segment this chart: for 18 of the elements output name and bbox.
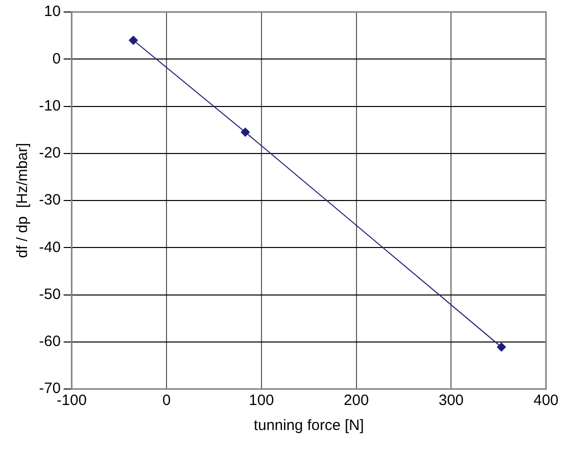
y-tick-label: -30 [38,192,61,209]
point [240,128,250,137]
y-tick-label: -40 [38,238,61,256]
x-tick-label: 0 [162,392,171,410]
y-tick-label: -60 [38,333,61,350]
x-tick-label: 200 [344,392,369,410]
y-tick-label: -10 [38,97,61,114]
x-tick-label: 400 [533,392,559,410]
y-tick-label: 10 [44,3,61,20]
x-tick-label: 100 [248,392,274,410]
point [128,36,138,45]
y-tick-label: 0 [52,50,61,68]
y-tick-label: -50 [38,286,61,303]
x-tick-label: 300 [438,392,464,410]
y-tick-label: -20 [38,144,61,162]
y-axis-title: df / dp [Hz/mbar] [14,142,32,258]
point [496,342,506,352]
x-axis-title: tunning force [N] [254,417,364,434]
